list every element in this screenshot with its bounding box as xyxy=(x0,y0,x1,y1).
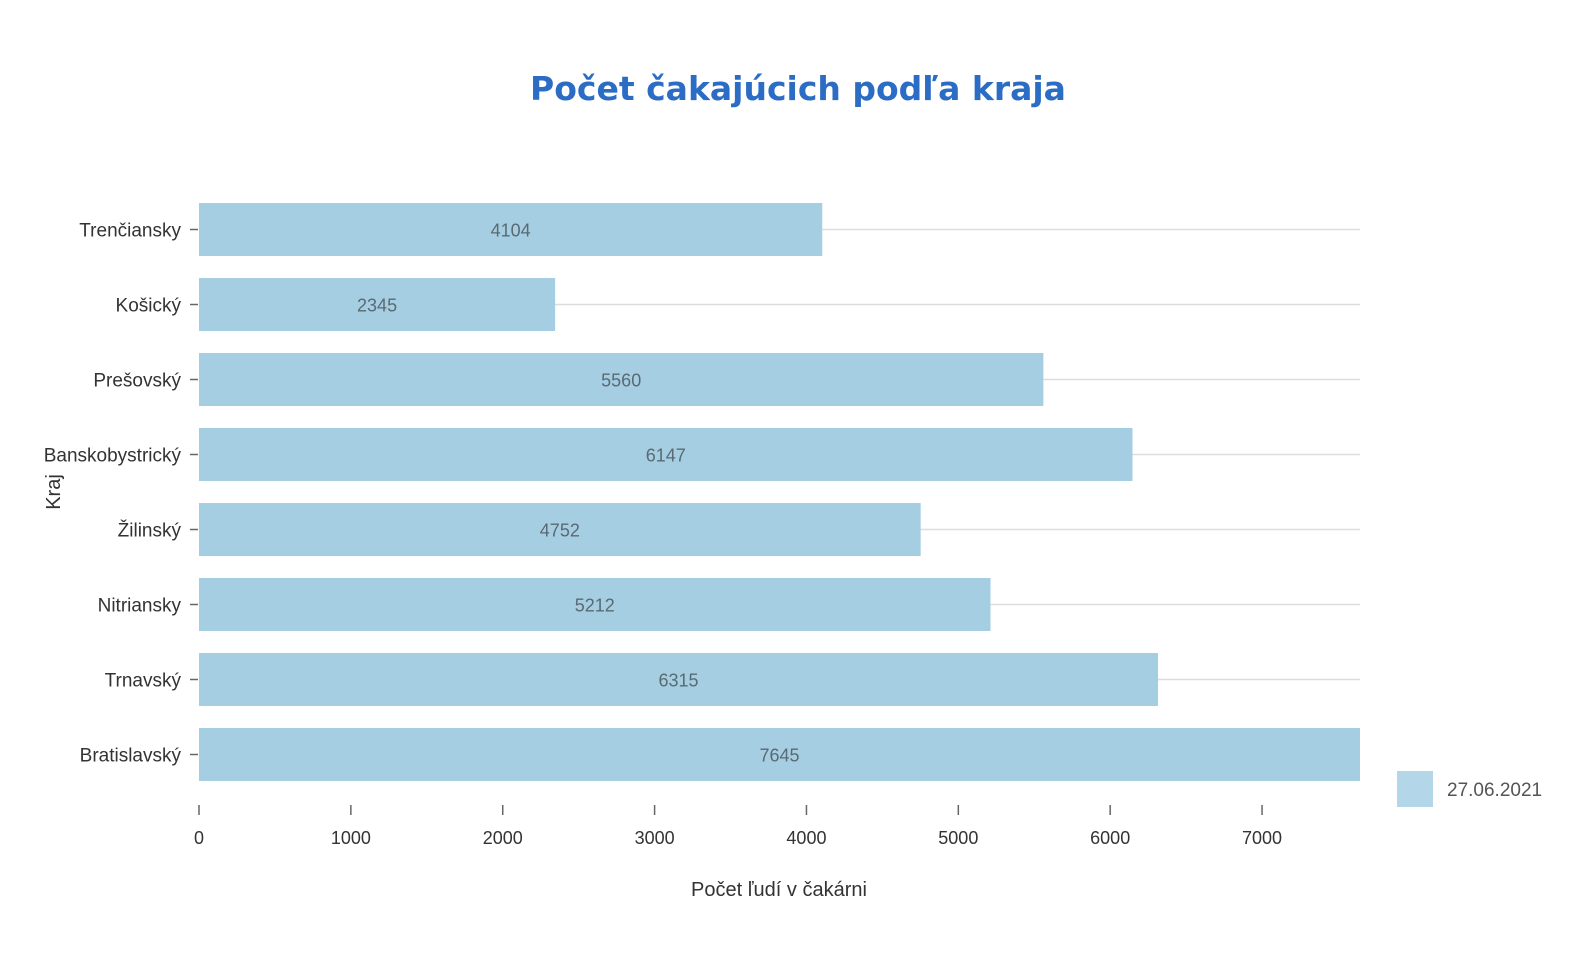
x-tick-label: 4000 xyxy=(786,828,826,848)
y-tick-label: Nitriansky xyxy=(98,596,182,617)
x-axis: 0 1000 2000 3000 4000 5000 6000 7000 xyxy=(194,805,1282,848)
bar-Nitriansky xyxy=(199,578,991,631)
bar-Prešovský xyxy=(199,353,1044,406)
x-axis-title: Počet ľudí v čakárni xyxy=(691,879,867,901)
legend: 27.06.2021 xyxy=(1397,771,1542,807)
bar-value-label: 7645 xyxy=(759,746,799,766)
y-tick-label: Košický xyxy=(116,296,182,317)
bars: 4104 2345 5560 6147 4752 5212 6315 7645 xyxy=(199,203,1360,781)
legend-label: 27.06.2021 xyxy=(1447,780,1542,801)
x-tick-label: 7000 xyxy=(1242,828,1282,848)
bar-Trnavský xyxy=(199,653,1159,706)
legend-swatch xyxy=(1397,771,1433,807)
y-axis-title: Kraj xyxy=(43,474,65,510)
chart-title: Počet čakajúcich podľa kraja xyxy=(530,69,1066,108)
bar-value-label: 2345 xyxy=(357,296,397,316)
x-tick-label: 5000 xyxy=(938,828,978,848)
bar-value-label: 4752 xyxy=(540,521,580,541)
bar-value-label: 5212 xyxy=(575,596,615,616)
bar-value-label: 5560 xyxy=(601,371,641,391)
y-axis: Trenčiansky Košický Prešovský Banskobystric… xyxy=(44,221,198,767)
y-tick-label: Žilinský xyxy=(118,520,182,542)
bar-value-label: 6147 xyxy=(646,446,686,466)
bar-Trenčiansky xyxy=(199,203,823,256)
y-tick-label: Bratislavský xyxy=(80,746,182,767)
bar-value-label: 6315 xyxy=(658,671,698,691)
x-tick-label: 3000 xyxy=(635,828,675,848)
bar-Banskobystrický xyxy=(199,428,1133,481)
x-tick-label: 0 xyxy=(194,828,204,848)
bar-value-label: 4104 xyxy=(491,221,531,241)
x-tick-label: 6000 xyxy=(1090,828,1130,848)
x-tick-label: 2000 xyxy=(483,828,523,848)
bar-Žilinský xyxy=(199,503,921,556)
bar-Bratislavský xyxy=(199,728,1360,781)
y-tick-label: Banskobystrický xyxy=(44,446,182,467)
y-tick-label: Trenčiansky xyxy=(79,221,181,242)
y-tick-label: Prešovský xyxy=(93,371,181,392)
x-tick-label: 1000 xyxy=(331,828,371,848)
bar-Košický xyxy=(199,278,556,331)
y-tick-label: Trnavský xyxy=(105,671,182,692)
